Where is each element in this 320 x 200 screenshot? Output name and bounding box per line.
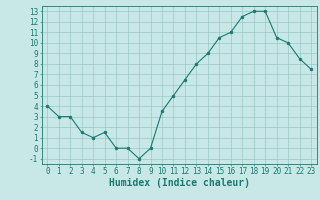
X-axis label: Humidex (Indice chaleur): Humidex (Indice chaleur)	[109, 178, 250, 188]
